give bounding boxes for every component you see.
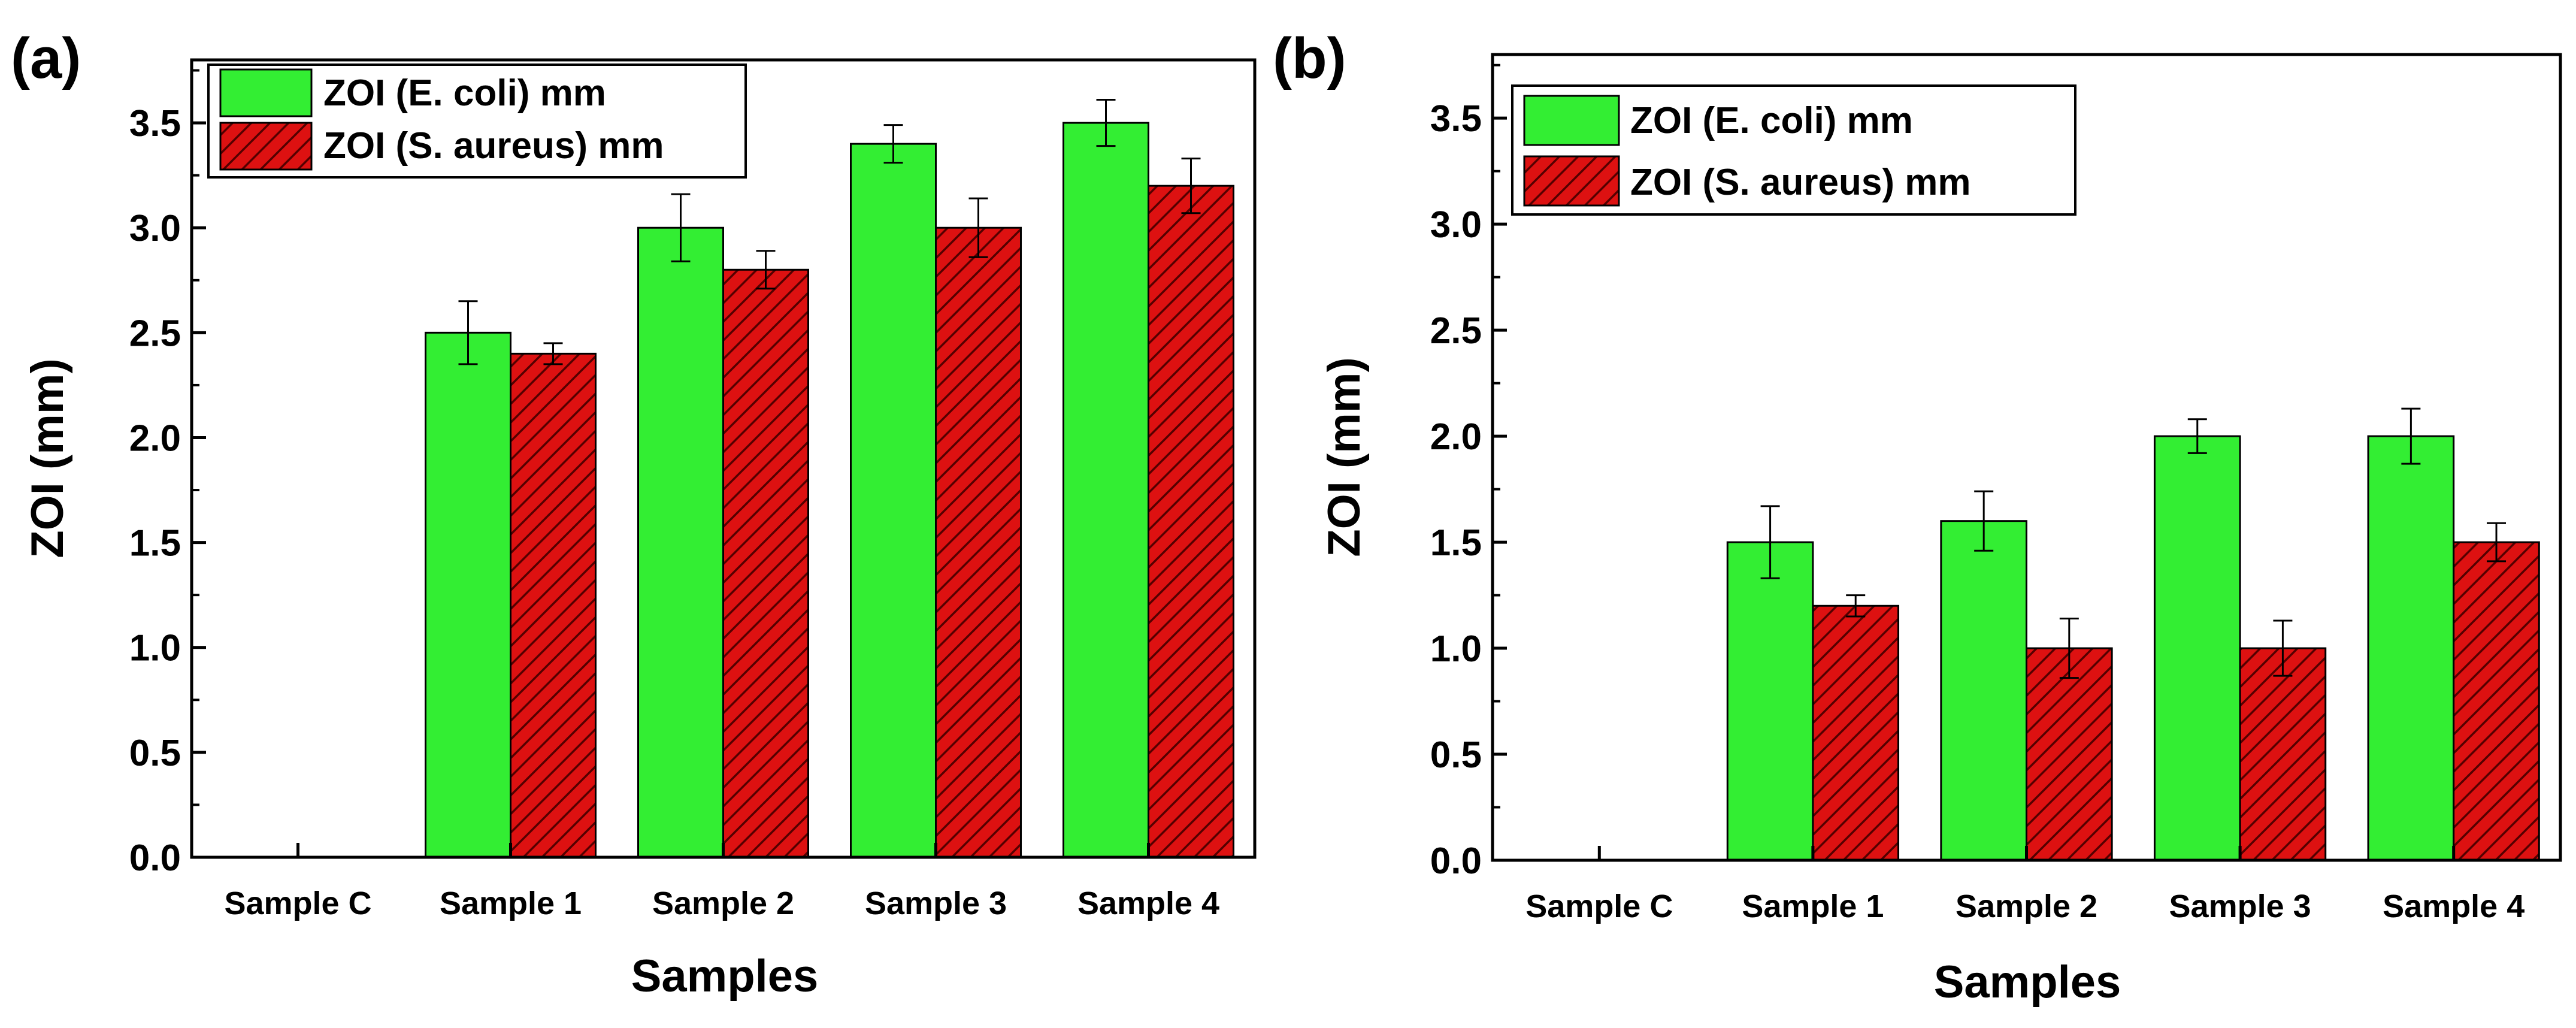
legend-label-ecoli: ZOI (E. coli) mm [1630,100,1913,141]
error-bar-saureus [968,197,988,258]
y-tick-label: 0.0 [129,837,181,879]
panel-label: (b) [1273,26,1346,90]
y-tick-label: 3.0 [1430,204,1482,246]
error-bar-group [458,99,1201,365]
x-tick-label: Sample 1 [1742,888,1884,924]
x-tick-label: Sample 2 [652,885,794,921]
error-bar-ecoli [1096,99,1116,147]
bar-ecoli [1940,520,2028,861]
chart-panel-a: (a) 0.00.51.01.52.02.53.03.5 Sample C Sam… [11,26,1257,1002]
bar-saureus [935,226,1022,858]
y-tick-label: 1.0 [129,628,181,669]
y-tick-label: 0.5 [129,733,181,774]
bar-saureus [2026,647,2113,861]
bar-ecoli [2367,435,2455,861]
legend-swatch-ecoli [1523,95,1620,146]
x-axis-title: Samples [1934,957,2121,1008]
y-tick-label: 0.0 [1430,840,1482,882]
bar-saureus [722,268,809,858]
x-tick-label: Sample 1 [440,885,582,921]
bar-ecoli [2153,435,2241,861]
bar-ecoli [1063,122,1149,858]
error-bar-saureus [543,342,563,365]
y-tick-label: 2.5 [129,313,181,354]
y-tick-label: 1.5 [129,523,181,564]
error-bar-ecoli [2187,418,2207,454]
error-bar-saureus [756,250,776,290]
y-tick-label: 2.0 [129,418,181,459]
bar-saureus [1812,604,1900,861]
y-tick-label: 2.0 [1430,416,1482,458]
error-bar-group [1760,407,2507,679]
legend-swatch-saureus [219,122,313,171]
chart-panel-b: (b) 0.00.51.01.52.02.53.03.5 Sample C Sam… [1273,26,2562,1008]
error-bar-saureus [1181,158,1201,214]
legend-swatch-saureus [1523,155,1620,207]
error-bar-saureus [1846,594,1866,618]
bar-ecoli [425,331,511,858]
bar-ecoli [637,226,724,858]
bar-saureus [1148,185,1234,858]
legend: ZOI (E. coli) mm ZOI (S. aureus) mm [1511,84,2076,216]
x-axis: Sample C Sample 1 Sample 2 Sample 3 Sample 4 [224,843,1219,921]
error-bar-ecoli [458,300,478,365]
bar-saureus [2239,647,2327,861]
y-tick-label: 3.0 [129,208,181,249]
y-axis: 0.0 0.5 1.0 1.5 2.0 2.5 3.0 3.5 [1430,64,1507,882]
legend-label-saureus: ZOI (S. aureus) mm [323,125,664,167]
x-axis-title: Samples [631,951,819,1002]
x-tick-label: Sample C [1525,888,1673,924]
y-tick-label: 0.5 [1430,734,1482,776]
error-bar-ecoli [883,124,903,164]
y-axis-title: ZOI (mm) [1319,357,1370,557]
x-tick-label: Sample 4 [2383,888,2524,924]
legend-swatch-ecoli [219,68,313,117]
legend: ZOI (E. coli) mm ZOI (S. aureus) mm [207,64,747,179]
bar-saureus [510,352,597,858]
legend-label-saureus: ZOI (S. aureus) mm [1630,162,1970,203]
x-tick-label: Sample 2 [1956,888,2097,924]
x-tick-label: Sample 4 [1077,885,1219,921]
y-axis-title: ZOI (mm) [22,358,73,558]
bar-ecoli [1726,541,1814,861]
error-bar-saureus [2487,522,2507,563]
y-tick-label: 2.5 [1430,310,1482,352]
error-bar-ecoli [2401,407,2421,465]
error-bar-ecoli [671,193,691,262]
y-tick-label: 3.5 [129,103,181,144]
y-tick-label: 1.5 [1430,522,1482,564]
error-bar-saureus [2059,618,2079,679]
x-tick-label: Sample 3 [2169,888,2311,924]
x-axis: Sample C Sample 1 Sample 2 Sample 3 Sample 4 [1525,846,2524,924]
error-bar-ecoli [1760,505,1780,579]
bar-group [425,122,1234,858]
y-tick-label: 3.5 [1430,98,1482,140]
error-bar-ecoli [1974,490,1994,552]
x-tick-label: Sample 3 [865,885,1007,921]
error-bar-saureus [2273,619,2293,677]
y-tick-label: 1.0 [1430,628,1482,670]
bar-saureus [2453,541,2540,861]
x-tick-label: Sample C [224,885,371,921]
panel-label: (a) [11,26,81,90]
y-axis: 0.0 0.5 1.0 1.5 2.0 2.5 3.0 3.5 [129,69,206,879]
legend-label-ecoli: ZOI (E. coli) mm [323,72,606,114]
bar-ecoli [850,143,937,858]
bar-group [1726,435,2540,861]
